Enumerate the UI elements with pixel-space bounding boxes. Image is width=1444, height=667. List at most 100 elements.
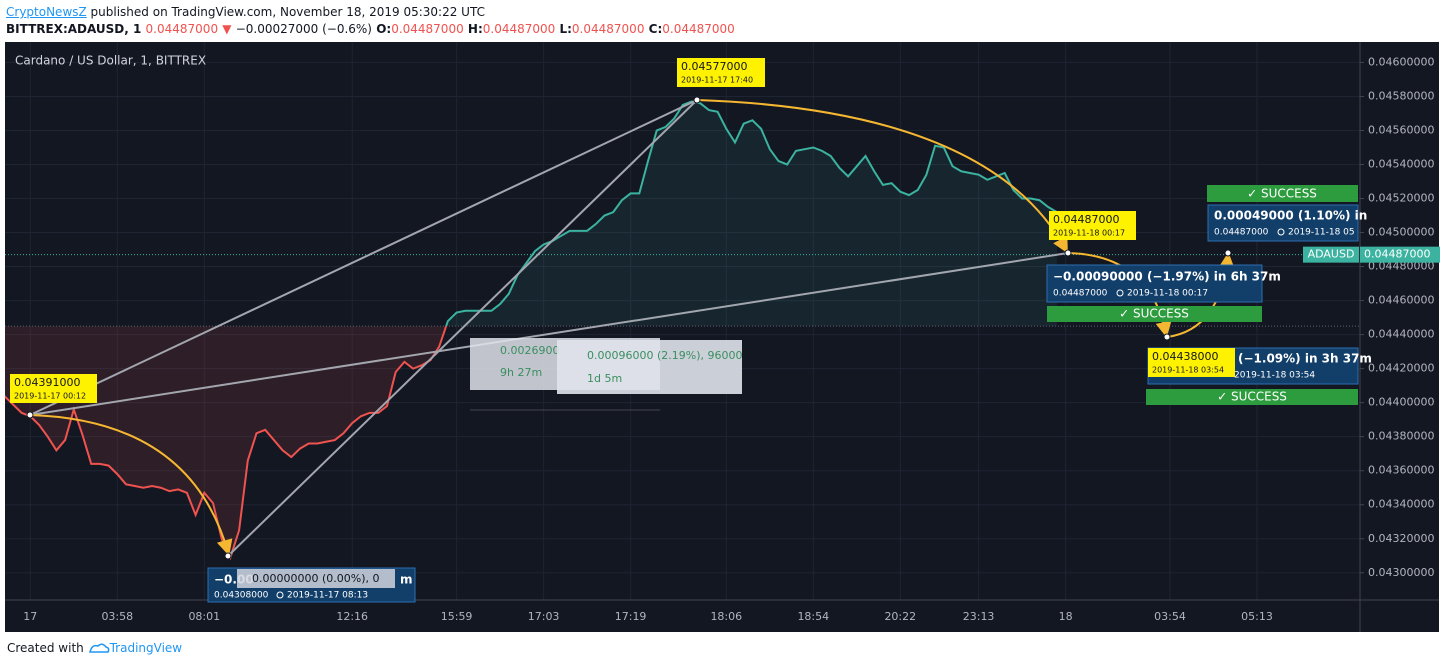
header-line: BITTREX:ADAUSD, 1 0.04487000 ▼ −0.000270… bbox=[6, 21, 735, 38]
measure-price: 0.04487000 bbox=[1214, 228, 1269, 238]
point-price: 0.04438000 bbox=[1152, 350, 1218, 363]
success-text: ✓ SUCCESS bbox=[1217, 390, 1287, 404]
point-time: 2019-11-17 00:12 bbox=[14, 392, 86, 401]
point-time: 2019-11-18 00:17 bbox=[1053, 229, 1125, 238]
anchor bbox=[224, 552, 232, 560]
y-tick-label: 0.04560000 bbox=[1368, 123, 1434, 136]
point-box bbox=[1148, 348, 1235, 377]
y-tick-label: 0.04580000 bbox=[1368, 89, 1434, 102]
success bbox=[1207, 185, 1358, 202]
clock-icon bbox=[276, 591, 284, 599]
point-price: 0.04391000 bbox=[14, 376, 80, 389]
y-tick-label: 0.04540000 bbox=[1368, 157, 1434, 170]
author[interactable]: CryptoNewsZ bbox=[6, 5, 87, 19]
published: published on TradingView.com, November 1… bbox=[86, 5, 485, 19]
x-tick-label: 03:54 bbox=[1154, 610, 1186, 623]
y-tick-label: 0.04360000 bbox=[1368, 464, 1434, 477]
price-label: 0.04487000 bbox=[1364, 248, 1430, 261]
measure-text: 0.00049000 (1.10%) in bbox=[1214, 209, 1367, 223]
point-time: 2019-11-17 17:40 bbox=[681, 76, 753, 85]
overlay-text: 0.00000000 (0.00%), 0 bbox=[252, 572, 380, 585]
symbol: BITTREX:ADAUSD, 1 bbox=[6, 22, 142, 36]
point-price: 0.04577000 bbox=[681, 60, 747, 73]
y-tick-label: 0.04400000 bbox=[1368, 396, 1434, 409]
success-text: ✓ SUCCESS bbox=[1247, 187, 1317, 201]
anchor bbox=[1064, 249, 1072, 257]
drawings bbox=[29, 99, 1235, 557]
trend-line bbox=[227, 99, 698, 557]
y-tick-label: 0.04380000 bbox=[1368, 430, 1434, 443]
y-tick-label: 0.04300000 bbox=[1368, 566, 1434, 579]
success bbox=[1146, 389, 1358, 405]
chart-title: Cardano / US Dollar, 1, BITTREX bbox=[15, 54, 206, 68]
footer: Created with TradingView bbox=[7, 640, 182, 655]
point-price: 0.04487000 bbox=[1053, 213, 1119, 226]
area bbox=[5, 326, 1057, 558]
y-tick-label: 0.04600000 bbox=[1368, 55, 1434, 68]
measure-time: 2019-11-17 08:13 bbox=[287, 591, 368, 601]
anchor bbox=[693, 96, 701, 104]
symbol-label: ADAUSD bbox=[1308, 248, 1355, 261]
x-tick-label: 18:06 bbox=[710, 610, 742, 623]
y-tick-label: 0.04500000 bbox=[1368, 226, 1434, 239]
logo bbox=[88, 643, 109, 653]
anchor bbox=[1163, 333, 1171, 341]
measure-price: 0.04308000 bbox=[214, 591, 269, 601]
measure-text: −0.00090000 (−1.97%) in 6h 37m bbox=[1053, 270, 1281, 284]
x-tick-label: 18 bbox=[1059, 610, 1073, 623]
created: Created with bbox=[7, 641, 84, 655]
price-box bbox=[1360, 246, 1440, 263]
point-box bbox=[677, 58, 765, 87]
clock-icon bbox=[1277, 228, 1285, 236]
y-tick-label: 0.04460000 bbox=[1368, 294, 1434, 307]
x-tick-label: 03:58 bbox=[101, 610, 133, 623]
measure-time: 2019-11-18 00:17 bbox=[1127, 289, 1208, 299]
measure-text: (−1.09%) in 3h 37m bbox=[1238, 352, 1372, 366]
y-tick-label: 0.04480000 bbox=[1368, 260, 1434, 273]
trend-line bbox=[29, 99, 698, 416]
point-box bbox=[1049, 211, 1136, 240]
range-text: 0.0026900 bbox=[500, 344, 560, 357]
measure-tail: m bbox=[400, 573, 413, 587]
success bbox=[1047, 306, 1262, 322]
point-box bbox=[10, 374, 97, 403]
x-tick-label: 20:22 bbox=[884, 610, 916, 623]
x-tick-label: 17 bbox=[23, 610, 37, 623]
header-line: CryptoNewsZ published on TradingView.com… bbox=[6, 4, 735, 21]
measure-time: 2019-11-18 03:54 bbox=[1234, 371, 1315, 381]
x-tick-label: 05:13 bbox=[1241, 610, 1273, 623]
measure-box bbox=[1046, 264, 1263, 303]
h: 0.04487000 bbox=[482, 22, 556, 36]
price-line bbox=[5, 326, 448, 561]
c: 0.04487000 bbox=[662, 22, 735, 36]
h-label: H: bbox=[467, 22, 483, 36]
curve bbox=[29, 414, 233, 556]
y-tick-label: 0.04440000 bbox=[1368, 328, 1434, 341]
x-tick-label: 12:16 bbox=[336, 610, 368, 623]
y-tick-label: 0.04340000 bbox=[1368, 498, 1434, 511]
x-tick-label: 17:03 bbox=[528, 610, 560, 623]
x-tick-label: 23:13 bbox=[963, 610, 995, 623]
price-line bbox=[445, 100, 1058, 327]
trend-line bbox=[29, 252, 1069, 416]
y-tick-label: 0.04320000 bbox=[1368, 532, 1434, 545]
success-text: ✓ SUCCESS bbox=[1119, 307, 1189, 321]
x-tick-label: 15:59 bbox=[441, 610, 473, 623]
point-time: 2019-11-18 03:54 bbox=[1152, 366, 1224, 375]
o: 0.04487000 bbox=[391, 22, 464, 36]
l-label: L: bbox=[559, 22, 572, 36]
y-tick-label: 0.04420000 bbox=[1368, 362, 1434, 375]
x-tick-label: 17:19 bbox=[615, 610, 647, 623]
header: CryptoNewsZ published on TradingView.com… bbox=[6, 4, 735, 38]
clock-icon bbox=[1116, 289, 1124, 297]
arrow: ▼ bbox=[222, 22, 232, 36]
anchor bbox=[1224, 249, 1232, 257]
brand[interactable]: TradingView bbox=[109, 641, 183, 655]
change: −0.00027000 (−0.6%) bbox=[235, 22, 372, 36]
measure-price: 0.04487000 bbox=[1053, 289, 1108, 299]
measure-time: 2019-11-18 05 bbox=[1288, 228, 1355, 238]
y-tick-label: 0.04520000 bbox=[1368, 192, 1434, 205]
range-box bbox=[557, 340, 742, 394]
range-span: 1d 5m bbox=[587, 372, 622, 385]
